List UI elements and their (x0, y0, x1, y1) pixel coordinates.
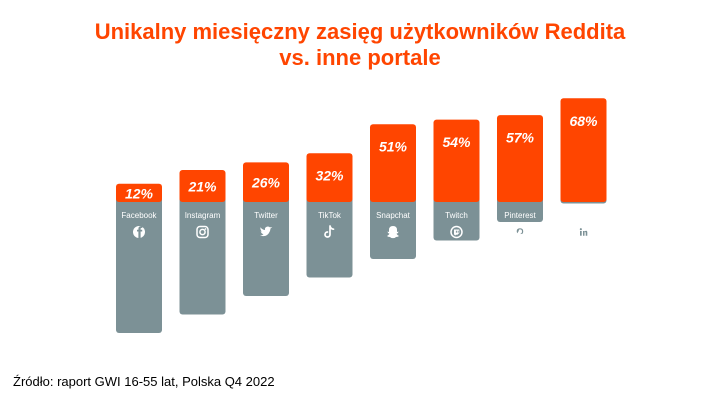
bar-twitter (243, 162, 289, 202)
facebook-icon (133, 226, 145, 238)
bar-group-tiktok: 32% TikTok (306, 153, 353, 278)
bar-twitch (433, 119, 480, 202)
bar-pinterest (497, 115, 543, 202)
bar-group-facebook: 12% Facebook (116, 183, 162, 333)
tiktok-icon (324, 225, 335, 238)
chart-title-line-2: vs. inne portale (279, 45, 441, 70)
instagram-icon (196, 225, 209, 239)
bar-group-instagram: 21% Instagram (179, 169, 226, 315)
category-label-snapchat: Snapchat (376, 211, 411, 220)
category-label-linkedin: LinkedIn (568, 211, 598, 220)
bar-linkedin (560, 98, 607, 202)
category-label-instagram: Instagram (185, 211, 221, 220)
category-label-tiktok: TikTok (318, 211, 342, 220)
bar-group-pinterest: 57% Pinterest (497, 115, 543, 238)
bar-snapchat (370, 124, 416, 202)
category-label-pinterest: Pinterest (504, 211, 536, 220)
data-label-twitch: 54% (442, 134, 471, 150)
category-label-twitter: Twitter (254, 211, 278, 220)
bar-facebook (116, 183, 162, 202)
pinterest-icon (514, 226, 526, 238)
chart-title-line-1: Unikalny miesięczny zasięg użytkowników … (94, 19, 626, 44)
source-note: Źródło: raport GWI 16-55 lat, Polska Q4 … (13, 374, 275, 389)
snapchat-icon (387, 226, 399, 239)
twitter-icon (260, 226, 273, 237)
twitch-icon (450, 225, 463, 239)
bar-group-twitch: 54% Twitch (433, 119, 480, 241)
linkedin-icon (578, 226, 589, 238)
bar-group-twitter: 26% Twitter (243, 162, 289, 296)
platform-block-facebook (116, 196, 162, 333)
platform-block-pinterest (497, 196, 543, 222)
data-label-facebook: 12% (125, 185, 154, 201)
category-label-twitch: Twitch (445, 211, 468, 220)
bar-group-snapchat: 51% Snapchat (370, 124, 416, 259)
data-label-tiktok: 32% (315, 168, 344, 184)
data-label-instagram: 21% (187, 178, 217, 194)
data-label-snapchat: 51% (379, 139, 408, 155)
data-label-pinterest: 57% (506, 130, 535, 146)
platform-block-twitter (243, 196, 289, 296)
bar-group-linkedin: 68% LinkedIn (560, 98, 607, 238)
category-label-facebook: Facebook (121, 211, 157, 220)
bar-tiktok (306, 153, 353, 202)
platform-block-twitch (433, 196, 480, 241)
platform-block-instagram (179, 196, 226, 315)
bar-instagram (179, 169, 226, 202)
data-label-twitter: 26% (251, 175, 281, 191)
data-label-linkedin: 68% (569, 113, 598, 129)
